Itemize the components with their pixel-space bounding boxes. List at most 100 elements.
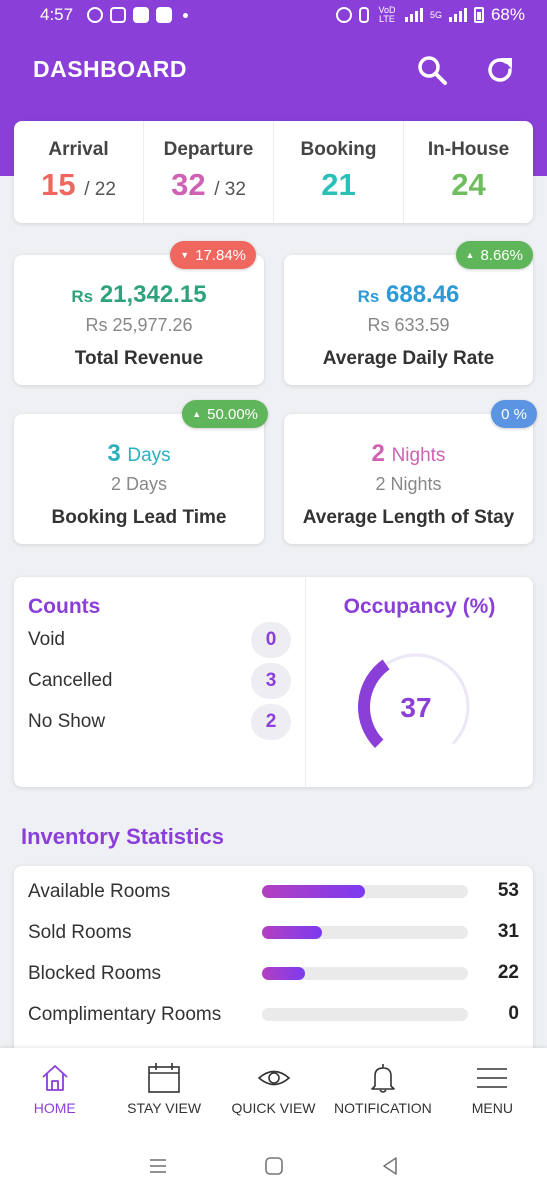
stat-value: 24 (404, 167, 533, 203)
length-of-stay-previous: 2 Nights (375, 474, 442, 494)
nav-menu[interactable]: MENU (438, 1048, 547, 1144)
metric-label: Average Daily Rate (322, 348, 495, 369)
nav-label: QUICK VIEW (231, 1100, 316, 1116)
stat-number: 24 (451, 167, 486, 202)
inventory-bar (262, 926, 468, 939)
lead-time-change-badge: ▲ 50.00% (182, 400, 268, 428)
inventory-bar-fill (262, 885, 365, 898)
inventory-value: 22 (497, 962, 519, 983)
more-notifications-icon (183, 12, 189, 18)
inventory-bar-fill (262, 967, 306, 980)
stat-value: 32 / 32 (144, 167, 273, 203)
inventory-bar (262, 885, 468, 898)
stat-in-house[interactable]: In-House 24 (404, 121, 533, 223)
stat-total: / 22 (84, 179, 116, 200)
badge-value: 50.00% (207, 405, 258, 423)
eye-icon (257, 1070, 290, 1086)
counts-occupancy-card: Counts Void 0 Cancelled 3 No Show 2 Occu… (14, 577, 533, 787)
home-system-icon[interactable] (264, 1156, 284, 1176)
refresh-icon (488, 58, 512, 82)
recent-apps-icon[interactable] (148, 1157, 168, 1175)
stat-arrival[interactable]: Arrival 15 / 22 (14, 121, 144, 223)
metric-number: 21,342.15 (99, 281, 207, 308)
metric-number: 2 (371, 440, 385, 467)
metric-number: 688.46 (386, 281, 460, 308)
bell-icon (371, 1064, 395, 1093)
nav-label: STAY VIEW (127, 1100, 202, 1116)
adr-change-badge: ▲ 8.66% (455, 241, 533, 269)
count-row-no-show[interactable]: No Show 2 (28, 701, 291, 742)
stat-departure[interactable]: Departure 32 / 32 (144, 121, 274, 223)
nav-label: MENU (471, 1100, 513, 1116)
revenue-previous: Rs 25,977.26 (85, 315, 193, 335)
instagram-icon (110, 7, 127, 23)
stat-label: Departure (163, 139, 254, 160)
inventory-row-sold: Sold Rooms 31 (28, 907, 519, 948)
status-bar: 4:57 VoD LTE 5G 68% (0, 0, 547, 30)
inventory-label: Available Rooms (28, 881, 171, 902)
menu-icon (477, 1068, 508, 1088)
nav-stay-view[interactable]: STAY VIEW (109, 1048, 218, 1144)
nav-notification[interactable]: NOTIFICATION (328, 1048, 437, 1144)
back-icon[interactable] (380, 1156, 400, 1176)
vibrate-icon (358, 7, 369, 23)
status-time: 4:57 (40, 5, 74, 24)
total-revenue-card[interactable]: ▼ 17.84% Rs 21,342.15 Rs 25,977.26 Total … (14, 241, 264, 385)
stat-number: 21 (321, 167, 356, 202)
refresh-button[interactable] (480, 50, 520, 90)
home-icon (42, 1065, 68, 1091)
stat-value: 15 / 22 (14, 167, 143, 203)
network-5g-label: 5G (429, 9, 442, 20)
metric-label: Total Revenue (74, 348, 204, 369)
app-notification-icon (133, 7, 150, 23)
booking-lead-time-card[interactable]: ▲ 50.00% 3 Days 2 Days Booking Lead Time (14, 400, 268, 544)
stat-booking[interactable]: Booking 21 (274, 121, 404, 223)
system-navigation-bar (0, 1144, 547, 1187)
trend-down-icon: ▼ (180, 250, 190, 260)
nav-quick-view[interactable]: QUICK VIEW (219, 1048, 328, 1144)
count-value: 2 (251, 703, 291, 740)
occupancy-gauge: 37 (358, 653, 470, 749)
nav-home[interactable]: HOME (0, 1048, 109, 1144)
inventory-card: Available Rooms 53 Sold Rooms 31 Blocked… (14, 866, 533, 1056)
inventory-value: 53 (497, 880, 519, 901)
battery-level: 68% (490, 5, 525, 24)
inventory-bar-fill (262, 926, 322, 939)
inventory-row-complimentary: Complimentary Rooms 0 (28, 989, 519, 1030)
occupancy-value: 37 (400, 692, 431, 723)
page-title: DASHBOARD (33, 56, 187, 82)
inventory-value: 31 (497, 921, 519, 942)
inventory-row-available: Available Rooms 53 (28, 866, 519, 907)
badge-value: 8.66% (480, 246, 523, 264)
inventory-bar (262, 1008, 468, 1021)
nav-label: HOME (33, 1100, 76, 1116)
count-row-void[interactable]: Void 0 (28, 619, 291, 660)
length-of-stay-change-badge: 0 % (491, 400, 537, 428)
stat-number: 32 (171, 167, 206, 202)
currency-label: Rs (357, 287, 380, 306)
stat-label: In-House (427, 139, 510, 160)
average-daily-rate-card[interactable]: ▲ 8.66% Rs 688.46 Rs 633.59 Average Daily… (284, 241, 533, 385)
summary-stats-card: Arrival 15 / 22 Departure 32 / 32 Bookin… (14, 121, 533, 223)
metric-unit: Days (127, 445, 171, 466)
bottom-navigation: HOME STAY VIEW QUICK VIEW NOTIFICATION (0, 1048, 547, 1144)
metric-number: 3 (107, 440, 121, 467)
currency-label: Rs (71, 287, 94, 306)
badge-value: 0 % (501, 405, 527, 423)
revenue-change-badge: ▼ 17.84% (170, 241, 256, 269)
nav-label: NOTIFICATION (334, 1100, 432, 1116)
search-button[interactable] (412, 50, 452, 90)
signal-icon-2 (448, 8, 467, 22)
count-label: No Show (28, 710, 106, 732)
average-length-of-stay-card[interactable]: 0 % 2 Nights 2 Nights Average Length of … (284, 400, 537, 544)
metric-unit: Nights (391, 445, 446, 466)
stat-total: / 32 (214, 179, 246, 200)
count-label: Void (28, 628, 65, 650)
occupancy-section: Occupancy (%) 37 (306, 577, 533, 787)
inventory-bar (262, 967, 468, 980)
calendar-icon (148, 1063, 180, 1093)
gauge-fill (358, 659, 390, 749)
stat-value: 21 (274, 167, 403, 203)
count-row-cancelled[interactable]: Cancelled 3 (28, 660, 291, 701)
inventory-label: Blocked Rooms (28, 963, 162, 984)
